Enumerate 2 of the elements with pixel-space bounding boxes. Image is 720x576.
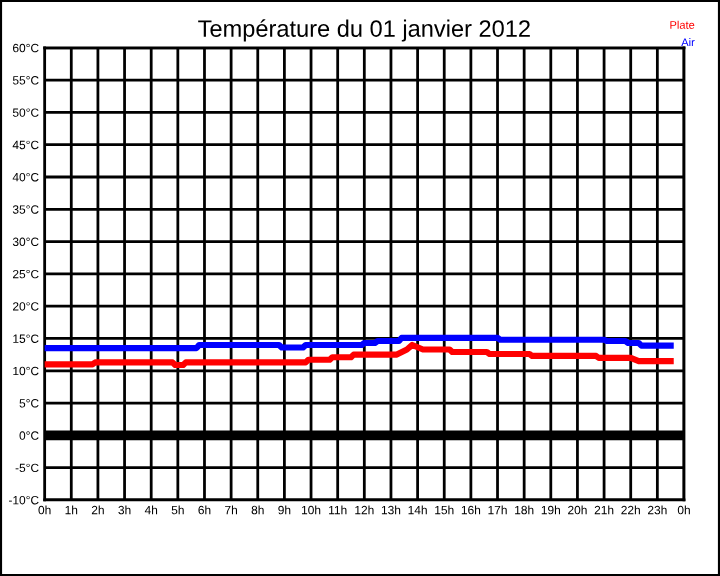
line-series xyxy=(44,341,674,369)
chart-title: Température du 01 janvier 2012 xyxy=(198,19,530,42)
